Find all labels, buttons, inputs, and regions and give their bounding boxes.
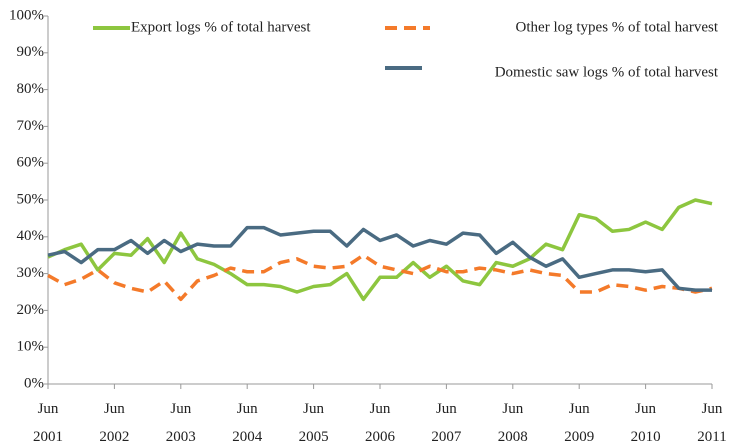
series-line <box>47 253 713 302</box>
y-tick-label: 70% <box>17 118 45 134</box>
y-tick-label: 100% <box>9 7 44 23</box>
x-tick-label: Jun 2007 <box>431 401 462 445</box>
legend-label: Export logs % of total harvest <box>131 19 311 35</box>
y-tick-label: 80% <box>17 81 45 97</box>
x-tick-label: Jun 2009 <box>564 401 595 445</box>
y-tick-label: 50% <box>17 191 45 207</box>
y-tick-label: 90% <box>17 44 45 60</box>
x-tick-label: Jun 2001 <box>33 401 63 445</box>
x-tick-label: Jun 2010 <box>630 401 661 445</box>
y-tick-label: 10% <box>17 339 45 355</box>
y-tick-label: 30% <box>17 265 45 281</box>
x-tick-label: Jun 2003 <box>165 401 196 445</box>
legend-label: Other log types % of total harvest <box>516 19 719 35</box>
series-line <box>47 198 713 302</box>
y-tick-label: 40% <box>17 228 45 244</box>
x-tick-label: Jun 2011 <box>697 401 727 445</box>
series-line <box>47 225 712 292</box>
legend-label: Domestic saw logs % of total harvest <box>495 64 719 80</box>
x-tick-label: Jun 2008 <box>497 401 528 445</box>
x-tick-label: Jun 2004 <box>232 401 263 445</box>
y-tick-label: 0% <box>24 375 44 391</box>
x-tick-label: Jun 2006 <box>365 401 395 445</box>
y-tick-label: 20% <box>17 302 45 318</box>
y-tick-label: 60% <box>17 155 45 171</box>
x-tick-label: Jun 2005 <box>298 401 329 445</box>
x-tick-label: Jun 2002 <box>99 401 130 445</box>
